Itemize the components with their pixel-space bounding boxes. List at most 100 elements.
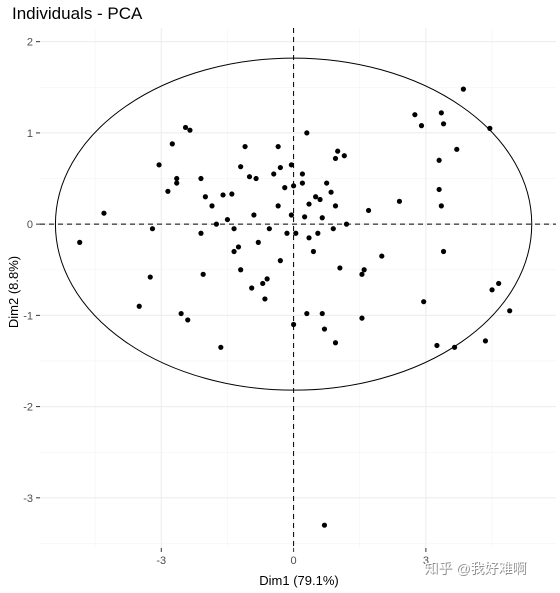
x-tick-label: 0 [291,555,297,567]
x-tick-label: -3 [156,555,166,567]
x-axis-title: Dim1 (79.1%) [259,573,338,588]
data-point [418,123,425,129]
data-point [169,141,175,147]
y-tick-label: -1 [23,310,33,322]
confidence-ellipse-layer [54,57,533,391]
data-point [275,203,281,209]
data-point [306,201,312,207]
data-point [147,274,153,280]
data-point [304,130,310,136]
data-point [271,171,277,177]
data-point [275,143,281,150]
confidence-ellipse [54,57,533,391]
data-point [489,287,495,293]
data-point [421,299,427,305]
plot-panel [40,28,556,548]
y-tick-label: -2 [23,402,33,414]
data-point [379,253,385,259]
data-point [255,239,261,245]
data-point [310,248,317,255]
data-point [238,267,244,273]
data-point [496,280,502,287]
data-point [436,186,442,193]
data-point [178,310,184,317]
data-point [337,265,343,271]
data-point [460,86,466,92]
data-point [277,164,283,171]
data-point [343,221,350,227]
data-point [304,310,310,317]
data-point [507,308,513,314]
data-point [487,125,493,131]
data-point [328,189,334,195]
data-point [299,180,306,186]
data-point [438,110,444,116]
data-point [235,244,242,250]
data-point [332,155,339,162]
data-point [434,342,440,349]
data-point [260,280,266,287]
data-point [438,203,444,209]
data-point [209,203,215,209]
y-tick-label: 1 [27,128,33,140]
data-point [361,267,367,273]
data-point [332,340,339,346]
data-point [436,157,442,163]
data-point [136,303,142,309]
data-point [359,271,365,277]
data-point [288,162,294,168]
data-point [315,230,321,236]
data-point [77,239,83,245]
data-point [220,192,226,198]
data-point [319,310,325,317]
watermark-shadow: 知乎 @我好难啊 [425,561,527,577]
data-point [332,203,339,209]
data-point [482,338,489,344]
data-point [282,185,288,191]
data-point [299,171,306,177]
data-point [200,271,206,277]
data-point [321,326,328,332]
data-point [187,127,193,133]
data-point [198,175,204,182]
data-point [277,258,283,264]
data-point [306,235,312,241]
data-point [412,112,418,118]
data-point [246,174,253,180]
data-point [440,121,447,127]
y-tick-label: -3 [23,493,33,505]
data-point [454,146,460,152]
data-point [185,317,191,323]
data-point [288,212,294,218]
data-point [359,315,365,321]
data-point [231,248,237,255]
data-point [330,226,336,232]
data-point [253,175,259,182]
watermark: 知乎 @我好难啊 [424,560,526,576]
grid-layer [40,28,556,548]
data-point [249,285,255,291]
axis-ticks: -3 0 3 -3 -2 -1 0 1 2 [23,37,429,567]
data-point [251,212,257,218]
data-point [313,194,319,200]
data-point [156,162,162,168]
data-point [293,230,299,236]
data-point [451,344,458,350]
data-point [302,214,308,220]
data-point [198,230,204,236]
data-point [101,210,107,216]
y-tick-label: 0 [27,219,33,231]
data-point [224,216,231,223]
data-point [165,188,171,194]
x-tick-label: 3 [423,555,429,567]
data-point [319,215,325,221]
y-tick-label: 2 [27,37,33,49]
data-point [174,175,180,182]
data-point [440,248,447,255]
data-point [317,196,323,203]
data-point [341,153,347,159]
data-point [213,221,220,227]
data-point [290,321,297,328]
data-point [174,180,180,186]
